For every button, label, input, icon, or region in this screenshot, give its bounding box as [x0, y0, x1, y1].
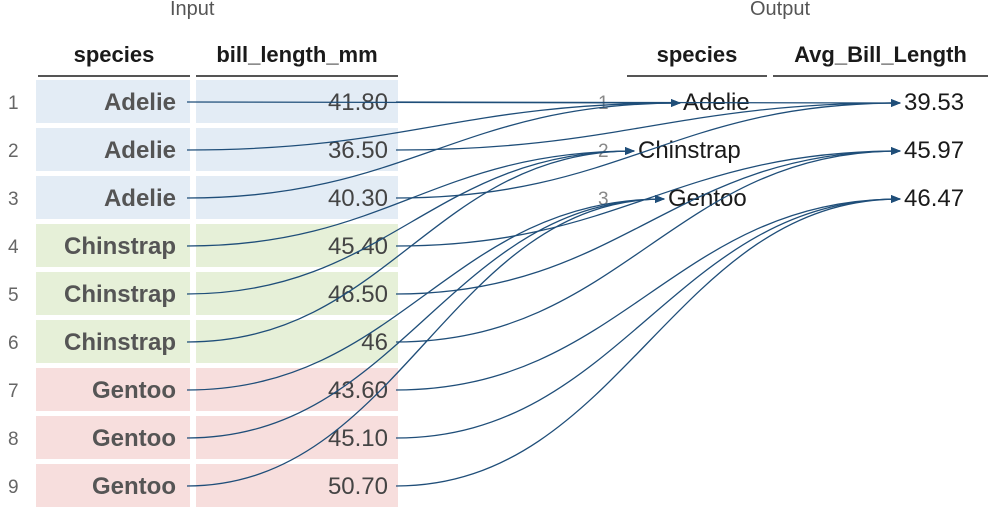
species-arrow	[186, 147, 635, 295]
input-value-cell: 36.50	[196, 128, 398, 171]
input-value-cell: 50.70	[196, 464, 398, 507]
input-row-number: 5	[8, 285, 19, 306]
input-species-cell: Adelie	[36, 176, 190, 219]
input-species-header-rule	[38, 75, 190, 77]
input-species-cell: Gentoo	[36, 416, 190, 459]
input-row-number: 3	[8, 189, 19, 210]
value-arrow	[395, 195, 901, 439]
input-species-cell: Gentoo	[36, 368, 190, 411]
input-row-number: 4	[8, 237, 19, 258]
input-species-cell: Adelie	[36, 128, 190, 171]
input-value-cell: 45.40	[196, 224, 398, 267]
input-row-number: 9	[8, 477, 19, 498]
value-arrow	[395, 147, 901, 247]
output-value-cell: 45.97	[904, 137, 965, 164]
output-value-header-rule	[773, 75, 988, 77]
input-row-number: 2	[8, 141, 19, 162]
output-value-cell: 46.47	[904, 185, 965, 212]
species-arrow	[186, 195, 665, 391]
value-arrow	[395, 195, 901, 391]
species-arrow	[186, 147, 635, 247]
input-value-header-rule	[196, 75, 398, 77]
input-row-number: 8	[8, 429, 19, 450]
input-value-cell: 40.30	[196, 176, 398, 219]
input-species-header: species	[73, 42, 155, 67]
species-arrow	[186, 99, 681, 151]
input-species-cell: Gentoo	[36, 464, 190, 507]
output-value-header: Avg_Bill_Length	[794, 42, 967, 67]
output-title: Output	[750, 0, 811, 20]
output-row-number: 3	[598, 189, 609, 210]
value-arrow	[395, 99, 901, 151]
input-species-cell: Chinstrap	[36, 320, 190, 363]
output-species-header-rule	[627, 75, 767, 77]
value-arrow	[395, 147, 901, 343]
input-species-cell: Chinstrap	[36, 224, 190, 267]
species-arrow	[186, 195, 665, 439]
value-arrow	[395, 98, 901, 107]
value-arrow	[395, 99, 901, 199]
output-species-cell: Chinstrap	[638, 137, 741, 164]
output-row-number: 1	[598, 93, 609, 114]
input-species-cell: Adelie	[36, 80, 190, 123]
input-value-header: bill_length_mm	[216, 42, 378, 67]
output-species-header: species	[656, 42, 738, 67]
species-arrow	[186, 147, 635, 343]
input-row-number: 1	[8, 93, 19, 114]
species-arrow	[186, 195, 665, 487]
input-value-cell: 46.50	[196, 272, 398, 315]
input-row-number: 7	[8, 381, 19, 402]
value-arrow	[395, 147, 901, 295]
input-row-number: 6	[8, 333, 19, 354]
input-species-cell: Chinstrap	[36, 272, 190, 315]
species-arrow	[186, 99, 681, 199]
input-title: Input	[170, 0, 215, 20]
value-arrow	[395, 195, 901, 487]
input-value-cell: 46	[196, 320, 398, 363]
output-value-cell: 39.53	[904, 89, 965, 116]
